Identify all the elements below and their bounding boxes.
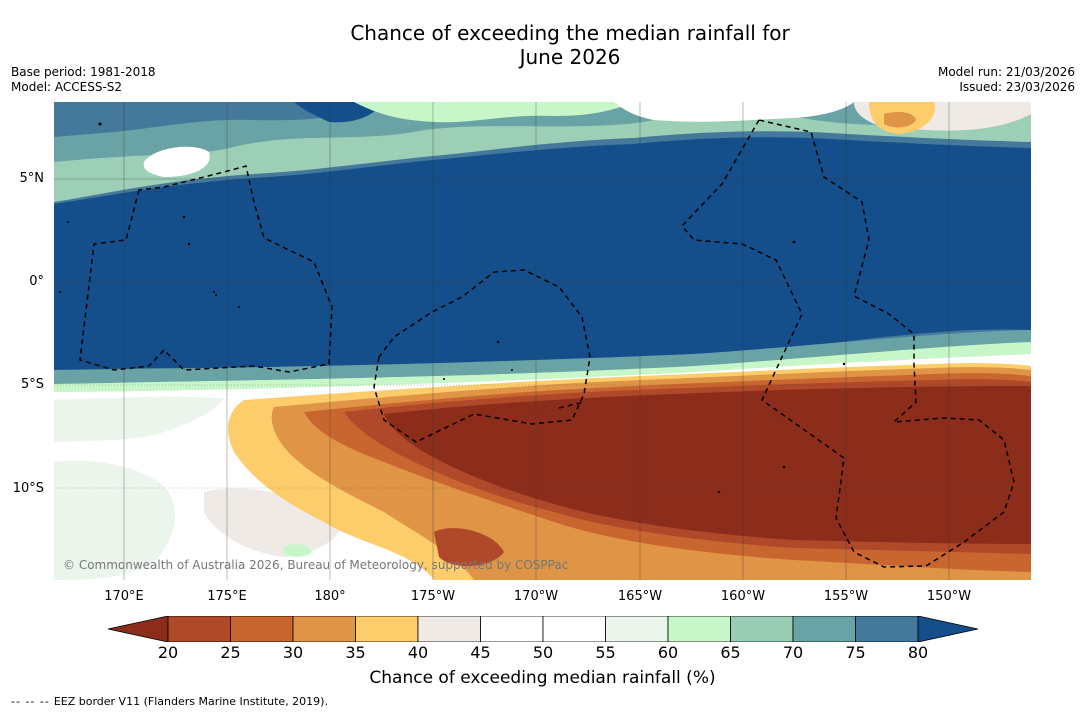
dry-band-20 [384,386,1031,544]
eez-legend-marker: -- -- -- [11,695,50,708]
base-period: Base period: 1981-2018 [11,65,156,79]
colorbar-extend-high [917,615,979,643]
colorbar-tick-label: 40 [407,643,429,662]
eez-borders [79,119,1015,568]
model-info: Base period: 1981-2018 Model: ACCESS-S2 [11,65,156,95]
run-info: Model run: 21/03/2026 Issued: 23/03/2026 [938,65,1075,95]
north-patch-65 [354,102,634,123]
south-transition-white [54,354,1031,400]
colorbar-segment [542,615,606,643]
colorbar-tick-label: 80 [907,643,929,662]
colorbar-segment [480,615,544,643]
colorbar-tick-label: 65 [720,643,741,662]
lat-label-5s: 5°S [20,377,44,392]
colorbar-tick-label: 25 [220,643,241,662]
dry-band-25-patch [434,528,504,567]
rainfall-map [54,102,1031,580]
colorbar-segment [855,615,919,643]
colorbar-segment [230,615,294,643]
colorbar-segment [355,615,419,643]
southwest-60-north [54,397,224,442]
colorbar-tick-label: 45 [470,643,491,662]
lon-label-150w: 150°W [926,589,972,604]
north-patch-80 [294,102,384,123]
south-transition-65 [54,342,1031,392]
islands [59,122,846,494]
colorbar-tick-label: 70 [782,643,804,662]
southwest-60-south [54,460,175,580]
colorbar-tick-label: 20 [157,643,179,662]
colorbar-tick-label: 55 [595,643,616,662]
model-run-date: Model run: 21/03/2026 [937,65,1075,79]
title-line-1: Chance of exceeding the median rainfall … [350,21,790,45]
rainfall-map-svg [54,102,1031,580]
colorbar-tick-label: 30 [282,643,304,662]
colorbar-svg [107,615,979,643]
graticule [54,102,1031,580]
north-band-75 [54,102,384,137]
title-line-2: June 2026 [519,45,621,69]
colorbar-segment [292,615,356,643]
southwest-65-speck [284,544,312,557]
issued-date: Issued: 23/03/2026 [959,80,1075,94]
colorbar-tick-label: 35 [345,643,366,662]
colorbar-segment [417,615,481,643]
colorbar-segment [667,615,731,643]
colorbar-tick-label: 75 [845,643,866,662]
colorbar-segment [167,615,231,643]
north-patch-white [614,102,854,122]
copyright-credit: © Commonwealth of Australia 2026, Bureau… [63,558,569,572]
colorbar-tick-label: 60 [657,643,679,662]
eez-legend-text: EEZ border V11 (Flanders Marine Institut… [53,695,328,708]
lat-label-10s: 10°S [12,481,44,496]
lon-label-155w: 155°W [823,589,869,604]
eez-legend: -- -- -- EEZ border V11 (Flanders Marine … [11,695,328,708]
north-patch-35 [884,112,916,128]
eez-kiribati-gilberts [79,165,333,373]
colorbar-title: Chance of exceeding median rainfall (%) [369,668,716,688]
colorbar-segment [730,615,794,643]
colorbar [107,615,979,646]
colorbar-segment [605,615,669,643]
lat-label-0: 0° [29,274,44,289]
lon-label-175w: 175°W [410,589,456,604]
lon-label-170w: 170°W [513,589,559,604]
equatorial-band-80 [54,137,1031,370]
lon-label-160w: 160°W [720,589,766,604]
colorbar-tick-label: 50 [532,643,554,662]
eez-fragment [558,401,585,409]
colorbar-segment [792,615,856,643]
lon-label-170e: 170°E [104,589,144,604]
model-name: Model: ACCESS-S2 [11,80,123,94]
lat-label-5n: 5°N [19,171,45,186]
lon-label-175e: 175°E [207,589,247,604]
lon-label-180: 180° [314,589,346,604]
lon-label-165w: 165°W [617,589,663,604]
eez-line-islands [680,119,1015,568]
colorbar-extend-low [107,615,169,643]
map-title: Chance of exceeding the median rainfall … [0,21,1085,69]
eez-phoenix-tokelau [373,269,591,443]
north-white-blob [143,146,210,177]
